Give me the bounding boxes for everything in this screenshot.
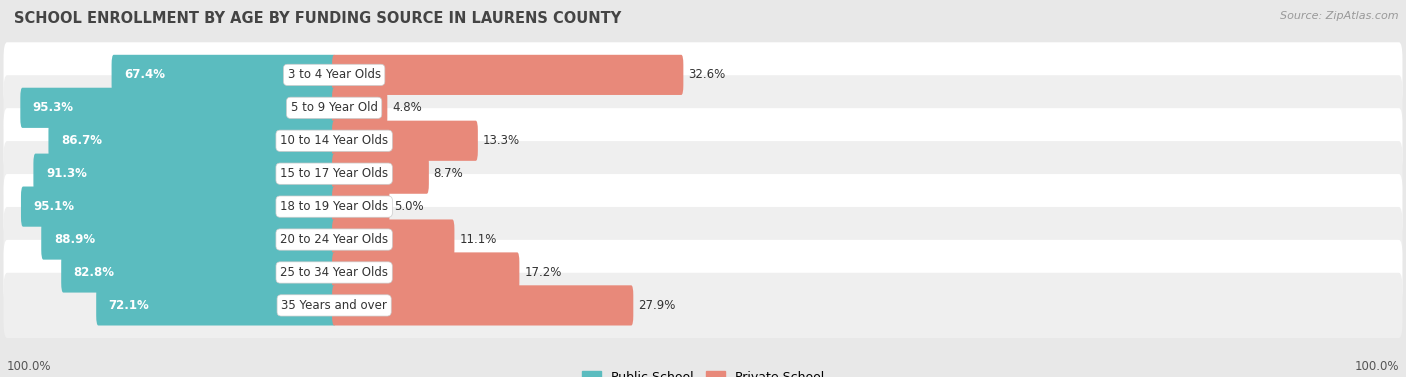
Text: Source: ZipAtlas.com: Source: ZipAtlas.com xyxy=(1281,11,1399,21)
FancyBboxPatch shape xyxy=(4,42,1402,107)
FancyBboxPatch shape xyxy=(41,219,336,260)
FancyBboxPatch shape xyxy=(48,121,336,161)
FancyBboxPatch shape xyxy=(332,121,478,161)
Text: 5.0%: 5.0% xyxy=(394,200,425,213)
Text: 88.9%: 88.9% xyxy=(53,233,94,246)
Text: 95.1%: 95.1% xyxy=(34,200,75,213)
Text: 20 to 24 Year Olds: 20 to 24 Year Olds xyxy=(280,233,388,246)
Text: 4.8%: 4.8% xyxy=(392,101,422,114)
FancyBboxPatch shape xyxy=(332,88,387,128)
Text: 86.7%: 86.7% xyxy=(60,134,103,147)
Text: SCHOOL ENROLLMENT BY AGE BY FUNDING SOURCE IN LAURENS COUNTY: SCHOOL ENROLLMENT BY AGE BY FUNDING SOUR… xyxy=(14,11,621,26)
FancyBboxPatch shape xyxy=(20,88,336,128)
FancyBboxPatch shape xyxy=(4,108,1402,173)
FancyBboxPatch shape xyxy=(332,219,454,260)
FancyBboxPatch shape xyxy=(4,273,1402,338)
FancyBboxPatch shape xyxy=(332,55,683,95)
FancyBboxPatch shape xyxy=(332,153,429,194)
Text: 10 to 14 Year Olds: 10 to 14 Year Olds xyxy=(280,134,388,147)
Text: 3 to 4 Year Olds: 3 to 4 Year Olds xyxy=(288,68,381,81)
Text: 100.0%: 100.0% xyxy=(7,360,52,373)
Text: 32.6%: 32.6% xyxy=(688,68,725,81)
Text: 82.8%: 82.8% xyxy=(73,266,115,279)
FancyBboxPatch shape xyxy=(332,187,389,227)
Text: 35 Years and over: 35 Years and over xyxy=(281,299,387,312)
Text: 27.9%: 27.9% xyxy=(638,299,675,312)
Legend: Public School, Private School: Public School, Private School xyxy=(576,366,830,377)
FancyBboxPatch shape xyxy=(4,240,1402,305)
Text: 100.0%: 100.0% xyxy=(1354,360,1399,373)
Text: 17.2%: 17.2% xyxy=(524,266,561,279)
FancyBboxPatch shape xyxy=(4,75,1402,140)
FancyBboxPatch shape xyxy=(332,252,519,293)
Text: 11.1%: 11.1% xyxy=(460,233,496,246)
Text: 8.7%: 8.7% xyxy=(433,167,464,180)
FancyBboxPatch shape xyxy=(62,252,336,293)
Text: 5 to 9 Year Old: 5 to 9 Year Old xyxy=(291,101,378,114)
Text: 72.1%: 72.1% xyxy=(108,299,149,312)
FancyBboxPatch shape xyxy=(21,187,336,227)
Text: 91.3%: 91.3% xyxy=(46,167,87,180)
Text: 25 to 34 Year Olds: 25 to 34 Year Olds xyxy=(280,266,388,279)
Text: 95.3%: 95.3% xyxy=(32,101,75,114)
Text: 18 to 19 Year Olds: 18 to 19 Year Olds xyxy=(280,200,388,213)
FancyBboxPatch shape xyxy=(34,153,336,194)
FancyBboxPatch shape xyxy=(4,207,1402,272)
FancyBboxPatch shape xyxy=(332,285,633,325)
FancyBboxPatch shape xyxy=(111,55,336,95)
FancyBboxPatch shape xyxy=(96,285,336,325)
Text: 67.4%: 67.4% xyxy=(124,68,165,81)
FancyBboxPatch shape xyxy=(4,174,1402,239)
Text: 15 to 17 Year Olds: 15 to 17 Year Olds xyxy=(280,167,388,180)
Text: 13.3%: 13.3% xyxy=(482,134,520,147)
FancyBboxPatch shape xyxy=(4,141,1402,206)
